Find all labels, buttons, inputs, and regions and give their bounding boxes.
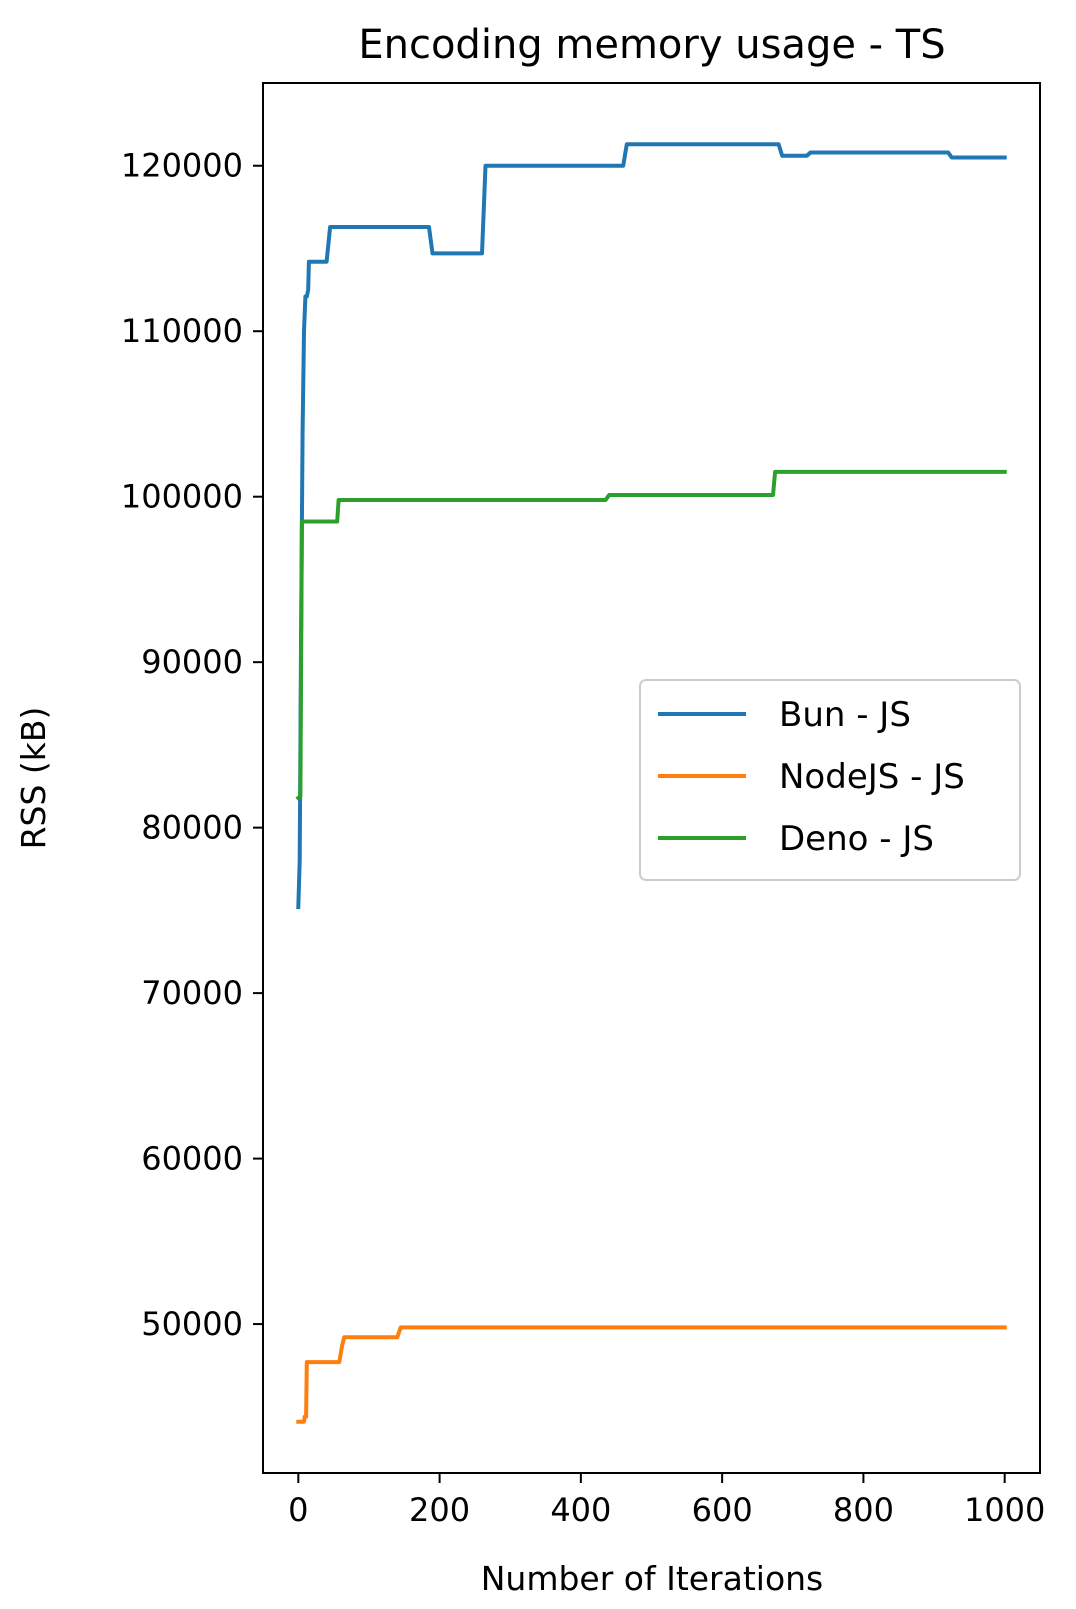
legend: Bun - JS NodeJS - JS Deno - JS <box>639 679 1021 881</box>
y-tick-label: 80000 <box>141 809 243 847</box>
x-tick-label: 0 <box>288 1491 308 1529</box>
y-tick-label: 90000 <box>141 643 243 681</box>
x-axis: 0 200 400 600 800 1000 <box>288 1473 1045 1529</box>
y-tick-label: 110000 <box>121 312 243 350</box>
x-tick-label: 400 <box>550 1491 611 1529</box>
y-tick-label: 60000 <box>141 1140 243 1178</box>
y-tick-label: 50000 <box>141 1305 243 1343</box>
legend-box <box>639 679 1021 881</box>
axes-frame <box>262 82 1041 1474</box>
x-tick-label: 800 <box>833 1491 894 1529</box>
y-tick-label: 100000 <box>121 478 243 516</box>
legend-label: Bun - JS <box>779 695 911 735</box>
y-axis-label: RSS (kB) <box>14 707 53 850</box>
x-tick-label: 1000 <box>964 1491 1045 1529</box>
series-line-nodejs-js <box>296 1325 1007 1424</box>
chart-title: Encoding memory usage - TS <box>358 22 945 68</box>
plot-area <box>295 142 1007 1424</box>
y-tick-label: 70000 <box>141 974 243 1012</box>
x-tick-label: 200 <box>409 1491 470 1529</box>
series-line-deno-js <box>295 469 1007 801</box>
x-tick-label: 600 <box>692 1491 753 1529</box>
y-tick-label: 120000 <box>121 147 243 185</box>
x-axis-label: Number of Iterations <box>481 1559 824 1598</box>
legend-label: Deno - JS <box>779 819 934 859</box>
series-line-bun-js <box>296 142 1007 910</box>
y-axis: 50000 60000 70000 80000 90000 100000 110000 120… <box>121 147 263 1343</box>
legend-label: NodeJS - JS <box>779 757 965 797</box>
